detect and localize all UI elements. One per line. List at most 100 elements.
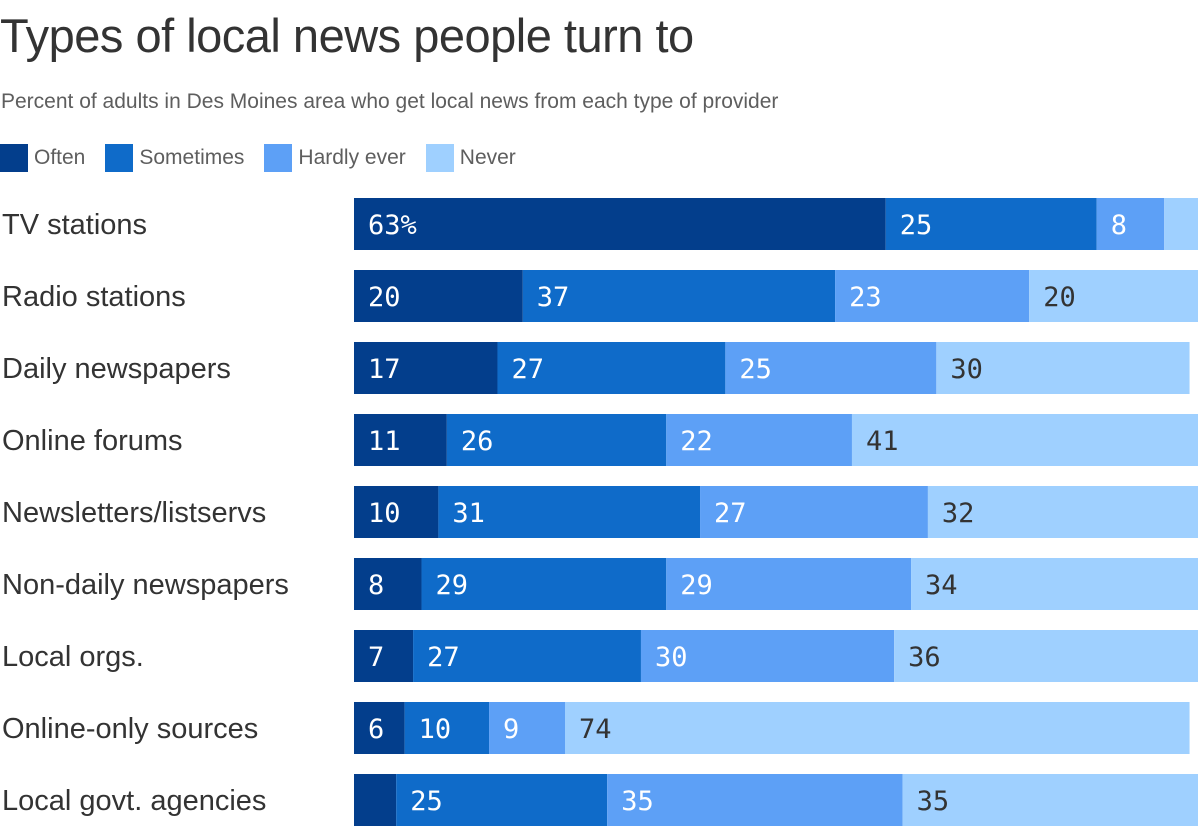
bar-segment-often — [354, 198, 886, 250]
data-label: 20 — [1043, 282, 1076, 313]
bar-segment-often — [354, 558, 422, 610]
bar-segment-hardly-ever — [725, 342, 937, 394]
data-label: 23 — [849, 282, 882, 313]
data-label: 37 — [537, 282, 570, 313]
legend: Often Sometimes Hardly ever Never — [0, 144, 536, 172]
legend-label-often: Often — [34, 146, 86, 169]
legend-label-sometimes: Sometimes — [139, 146, 245, 169]
data-label: 10 — [419, 714, 452, 745]
bar-segment-sometimes — [497, 342, 726, 394]
bar-row-non-daily-newspapers: Non-daily newspapers 8 29 29 34 — [2, 558, 1198, 610]
category-label: Online-only sources — [2, 713, 258, 745]
bar-segment-sometimes — [396, 774, 608, 826]
data-label: 7 — [368, 642, 384, 673]
data-label: 20 — [368, 282, 401, 313]
bar-segment-hardly-ever — [607, 774, 903, 826]
legend-swatch-often — [0, 144, 28, 172]
bar-segment-often — [354, 702, 405, 754]
bar-row-local-govt-agencies: Local govt. agencies 25 35 35 — [2, 774, 1198, 826]
bar-segment-hardly-ever — [666, 414, 852, 466]
bar-segment-never — [894, 630, 1198, 682]
data-label: 8 — [368, 570, 384, 601]
legend-item-hardly-ever: Hardly ever — [264, 144, 406, 172]
bar-segment-hardly-ever — [666, 558, 912, 610]
data-label: 36 — [908, 642, 941, 673]
bar-segment-hardly-ever — [1096, 198, 1165, 250]
bar-row-tv-stations: TV stations 63% 25 8 — [2, 198, 1198, 250]
bar-segment-hardly-ever — [489, 702, 565, 754]
data-label: 22 — [680, 426, 713, 457]
bar-segment-often — [354, 270, 523, 322]
category-label: Radio stations — [2, 281, 186, 313]
data-label: 35 — [621, 786, 654, 817]
bar-segment-sometimes — [438, 486, 701, 538]
bar-segment-never — [911, 558, 1198, 610]
bar-segment-often — [354, 414, 447, 466]
bar-segment-never — [1029, 270, 1198, 322]
data-label: 31 — [452, 498, 485, 529]
bar-segment-often — [354, 774, 397, 826]
data-label: 27 — [511, 354, 544, 385]
data-label: 41 — [866, 426, 899, 457]
data-label: 11 — [368, 426, 401, 457]
data-label: 63% — [368, 210, 417, 241]
data-label: 26 — [461, 426, 494, 457]
bar-row-online-forums: Online forums 11 26 22 41 — [2, 414, 1198, 466]
data-label: 6 — [368, 714, 384, 745]
data-label: 30 — [950, 354, 983, 385]
data-label: 25 — [900, 210, 933, 241]
chart-title: Types of local news people turn to — [0, 9, 694, 62]
legend-item-sometimes: Sometimes — [105, 144, 244, 172]
bar-segment-sometimes — [404, 702, 490, 754]
legend-label-hardly-ever: Hardly ever — [298, 146, 406, 169]
category-label: TV stations — [2, 209, 147, 241]
bar-row-daily-newspapers: Daily newspapers 17 27 25 30 — [2, 342, 1190, 394]
bar-segment-often — [354, 342, 498, 394]
bar-segment-never — [902, 774, 1198, 826]
legend-swatch-hardly-ever — [264, 144, 293, 172]
data-label: 10 — [368, 498, 401, 529]
legend-swatch-never — [425, 144, 454, 172]
bar-segment-never — [936, 342, 1190, 394]
category-label: Daily newspapers — [2, 353, 231, 385]
bar-segment-never — [565, 702, 1190, 754]
category-label: Newsletters/listservs — [2, 497, 266, 529]
data-label: 29 — [436, 570, 469, 601]
data-label: 25 — [410, 786, 443, 817]
legend-swatch-sometimes — [105, 144, 134, 172]
data-label: 74 — [579, 714, 612, 745]
legend-item-never: Never — [425, 144, 516, 172]
data-label: 34 — [925, 570, 958, 601]
bar-row-local-orgs: Local orgs. 7 27 30 36 — [2, 630, 1198, 682]
bar-segment-sometimes — [413, 630, 641, 682]
bar-segment-never — [851, 414, 1198, 466]
bar-segment-sometimes — [446, 414, 667, 466]
data-label: 8 — [1111, 210, 1127, 241]
bar-segment-hardly-ever — [700, 486, 928, 538]
data-label: 25 — [739, 354, 772, 385]
bar-segment-never — [1164, 198, 1198, 250]
bar-segment-never — [927, 486, 1198, 538]
bar-row-newsletters-listservs: Newsletters/listservs 10 31 27 32 — [2, 486, 1198, 538]
legend-label-never: Never — [459, 146, 516, 169]
bar-segment-sometimes — [522, 270, 836, 322]
chart-subtitle: Percent of adults in Des Moines area who… — [1, 90, 779, 113]
legend-item-often: Often — [0, 144, 85, 172]
data-label: 17 — [368, 354, 401, 385]
data-label: 27 — [714, 498, 747, 529]
bar-segment-sometimes — [421, 558, 667, 610]
data-label: 30 — [655, 642, 688, 673]
data-label: 32 — [942, 498, 975, 529]
data-label: 29 — [680, 570, 713, 601]
bar-segment-hardly-ever — [835, 270, 1030, 322]
data-label: 9 — [503, 714, 519, 745]
category-label: Local govt. agencies — [2, 785, 266, 817]
bar-segment-sometimes — [885, 198, 1097, 250]
category-label: Non-daily newspapers — [2, 569, 289, 601]
bar-segment-often — [354, 486, 439, 538]
bar-segment-hardly-ever — [640, 630, 895, 682]
bar-row-online-only-sources: Online-only sources 6 10 9 74 — [2, 702, 1190, 754]
bar-row-radio-stations: Radio stations 20 37 23 20 — [2, 270, 1198, 322]
category-label: Online forums — [2, 425, 183, 457]
